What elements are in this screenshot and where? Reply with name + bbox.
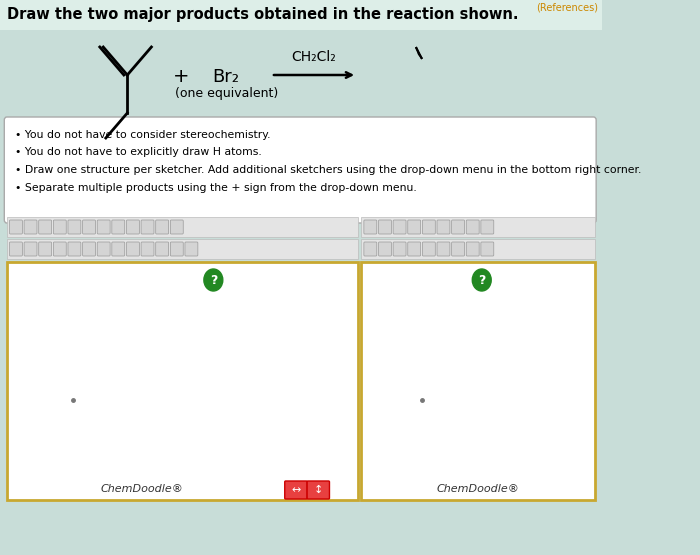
FancyBboxPatch shape [408, 220, 421, 234]
FancyBboxPatch shape [170, 220, 183, 234]
FancyBboxPatch shape [10, 220, 22, 234]
FancyBboxPatch shape [38, 220, 52, 234]
FancyBboxPatch shape [379, 220, 391, 234]
FancyBboxPatch shape [393, 220, 406, 234]
FancyBboxPatch shape [437, 242, 450, 256]
Text: ?: ? [478, 274, 485, 286]
FancyBboxPatch shape [452, 220, 465, 234]
FancyBboxPatch shape [364, 220, 377, 234]
FancyBboxPatch shape [466, 242, 480, 256]
FancyBboxPatch shape [481, 242, 493, 256]
Text: • You do not have to consider stereochemistry.: • You do not have to consider stereochem… [15, 130, 271, 140]
Text: (References): (References) [536, 2, 598, 12]
Bar [0, 0, 602, 30]
FancyBboxPatch shape [285, 481, 307, 499]
Text: • You do not have to explicitly draw H atoms.: • You do not have to explicitly draw H a… [15, 147, 262, 157]
FancyBboxPatch shape [83, 242, 95, 256]
FancyBboxPatch shape [379, 242, 391, 256]
FancyBboxPatch shape [155, 242, 169, 256]
FancyBboxPatch shape [4, 117, 596, 223]
FancyBboxPatch shape [24, 220, 37, 234]
FancyBboxPatch shape [24, 242, 37, 256]
Text: ChemDoodle®: ChemDoodle® [101, 484, 183, 494]
Text: ?: ? [210, 274, 217, 286]
Text: Br₂: Br₂ [213, 68, 239, 86]
FancyBboxPatch shape [97, 220, 110, 234]
FancyBboxPatch shape [68, 242, 81, 256]
FancyBboxPatch shape [170, 242, 183, 256]
Text: (one equivalent): (one equivalent) [174, 87, 278, 99]
Text: +: + [172, 68, 189, 87]
Text: • Separate multiple products using the + sign from the drop-down menu.: • Separate multiple products using the +… [15, 183, 417, 193]
FancyBboxPatch shape [83, 220, 95, 234]
FancyBboxPatch shape [53, 242, 66, 256]
FancyBboxPatch shape [437, 220, 450, 234]
FancyBboxPatch shape [112, 220, 125, 234]
FancyBboxPatch shape [422, 220, 435, 234]
Bar [361, 217, 595, 237]
FancyBboxPatch shape [112, 242, 125, 256]
FancyBboxPatch shape [307, 481, 330, 499]
FancyBboxPatch shape [38, 242, 52, 256]
Text: ↕: ↕ [314, 485, 323, 495]
FancyBboxPatch shape [185, 242, 198, 256]
FancyBboxPatch shape [127, 242, 139, 256]
FancyBboxPatch shape [393, 242, 406, 256]
FancyBboxPatch shape [481, 220, 493, 234]
FancyBboxPatch shape [408, 242, 421, 256]
FancyBboxPatch shape [422, 242, 435, 256]
Text: • Draw one structure per sketcher. Add additional sketchers using the drop-down : • Draw one structure per sketcher. Add a… [15, 165, 642, 175]
Text: Draw the two major products obtained in the reaction shown.: Draw the two major products obtained in … [7, 8, 519, 23]
FancyBboxPatch shape [53, 220, 66, 234]
Text: ↔: ↔ [291, 485, 300, 495]
Bar [7, 239, 358, 259]
FancyBboxPatch shape [452, 242, 465, 256]
Text: CH₂Cl₂: CH₂Cl₂ [292, 50, 337, 64]
FancyBboxPatch shape [97, 242, 110, 256]
Circle shape [204, 269, 223, 291]
FancyBboxPatch shape [141, 220, 154, 234]
FancyBboxPatch shape [141, 242, 154, 256]
FancyBboxPatch shape [10, 242, 22, 256]
Circle shape [473, 269, 491, 291]
Bar [7, 217, 358, 237]
Bar [361, 239, 595, 259]
Text: ChemDoodle®: ChemDoodle® [437, 484, 519, 494]
FancyBboxPatch shape [68, 220, 81, 234]
FancyBboxPatch shape [127, 220, 139, 234]
FancyBboxPatch shape [466, 220, 480, 234]
Bar [7, 262, 358, 500]
Bar [361, 262, 595, 500]
FancyBboxPatch shape [364, 242, 377, 256]
FancyBboxPatch shape [155, 220, 169, 234]
